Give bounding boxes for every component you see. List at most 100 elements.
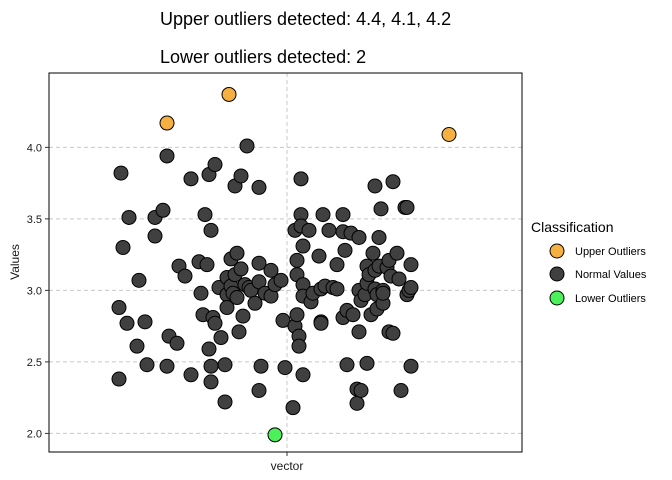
y-tick-label: 4.0 [27,142,42,154]
point-normal-values [233,261,249,277]
point-normal-values [193,285,209,301]
point-normal-values [129,338,145,354]
title-lower-outliers: Lower outliers detected: 2 [160,47,366,67]
data-points [111,86,457,443]
point-normal-values [159,358,175,374]
point-normal-values [219,300,235,316]
point-normal-values [159,148,175,164]
point-normal-values [349,395,365,411]
point-normal-values [277,360,293,376]
point-normal-values [329,257,345,273]
point-normal-values [289,307,305,323]
point-upper-outliers [159,115,175,131]
point-normal-values [385,325,401,341]
point-normal-values [351,229,367,245]
point-normal-values [251,255,267,271]
point-normal-values [115,239,131,255]
point-normal-values [301,222,317,238]
point-normal-values [273,272,289,288]
point-normal-values [321,222,337,238]
point-normal-values [131,272,147,288]
point-normal-values [197,207,213,223]
legend-label-upper-outliers: Upper Outliers [575,246,646,258]
point-normal-values [137,314,153,330]
point-normal-values [253,358,269,374]
point-normal-values [313,315,329,331]
point-normal-values [213,330,229,346]
legend-label-normal-values: Normal Values [575,269,647,281]
point-normal-values [365,245,381,261]
y-tick-label: 2.5 [27,357,42,369]
legend-swatch-lower-outliers [549,290,565,306]
point-normal-values [147,228,163,244]
point-normal-values [375,285,391,301]
legend-label-lower-outliers: Lower Outliers [575,293,646,305]
point-normal-values [345,307,361,323]
point-normal-values [403,257,419,273]
point-normal-values [353,383,369,399]
point-normal-values [111,371,127,387]
point-normal-values [207,315,223,331]
point-normal-values [329,281,345,297]
y-tick-label: 2.0 [27,428,42,440]
point-normal-values [311,248,327,264]
point-normal-values [399,199,415,215]
point-normal-values [217,357,233,373]
point-normal-values [385,174,401,190]
point-normal-values [351,324,367,340]
y-axis: 2.0 2.5 3.0 3.5 4.0 [27,142,49,440]
point-normal-values [169,335,185,351]
point-normal-values [199,257,215,273]
point-normal-values [251,383,267,399]
point-normal-values [229,245,245,261]
point-normal-values [203,222,219,238]
point-normal-values [113,165,129,181]
point-normal-values [183,367,199,383]
point-normal-values [289,252,305,268]
y-tick-label: 3.5 [27,214,42,226]
point-normal-values [233,168,249,184]
point-normal-values [251,179,267,195]
point-upper-outliers [221,86,237,102]
legend-swatch-normal-values [549,266,565,282]
point-normal-values [371,229,387,245]
y-tick-label: 3.0 [27,285,42,297]
point-normal-values [275,312,291,328]
point-normal-values [177,268,193,284]
point-normal-values [367,178,383,194]
point-normal-values [335,207,351,223]
point-normal-values [315,207,331,223]
y-axis-label: Values [8,244,22,280]
point-normal-values [203,358,219,374]
point-normal-values [393,383,409,399]
point-normal-values [155,202,171,218]
point-normal-values [337,242,353,258]
point-normal-values [239,138,255,154]
point-normal-values [293,171,309,187]
point-normal-values [121,209,137,225]
point-normal-values [295,367,311,383]
point-normal-values [201,341,217,357]
point-upper-outliers [441,126,457,142]
plot-panel-border [48,72,523,453]
point-normal-values [247,295,263,311]
title-upper-outliers: Upper outliers detected: 4.4, 4.1, 4.2 [160,9,451,29]
point-normal-values [111,300,127,316]
point-normal-values [389,245,405,261]
legend: Classification Upper Outliers Normal Val… [531,219,647,306]
legend-swatch-upper-outliers [549,243,565,259]
point-normal-values [183,171,199,187]
point-normal-values [373,201,389,217]
point-normal-values [203,374,219,390]
point-normal-values [291,338,307,354]
point-normal-values [403,358,419,374]
point-normal-values [207,157,223,173]
point-normal-values [295,238,311,254]
point-normal-values [359,355,375,371]
point-normal-values [119,315,135,331]
chart-titles: Upper outliers detected: 4.4, 4.1, 4.2 L… [160,9,451,67]
legend-title: Classification [531,219,613,235]
point-normal-values [231,324,247,340]
point-normal-values [339,357,355,373]
